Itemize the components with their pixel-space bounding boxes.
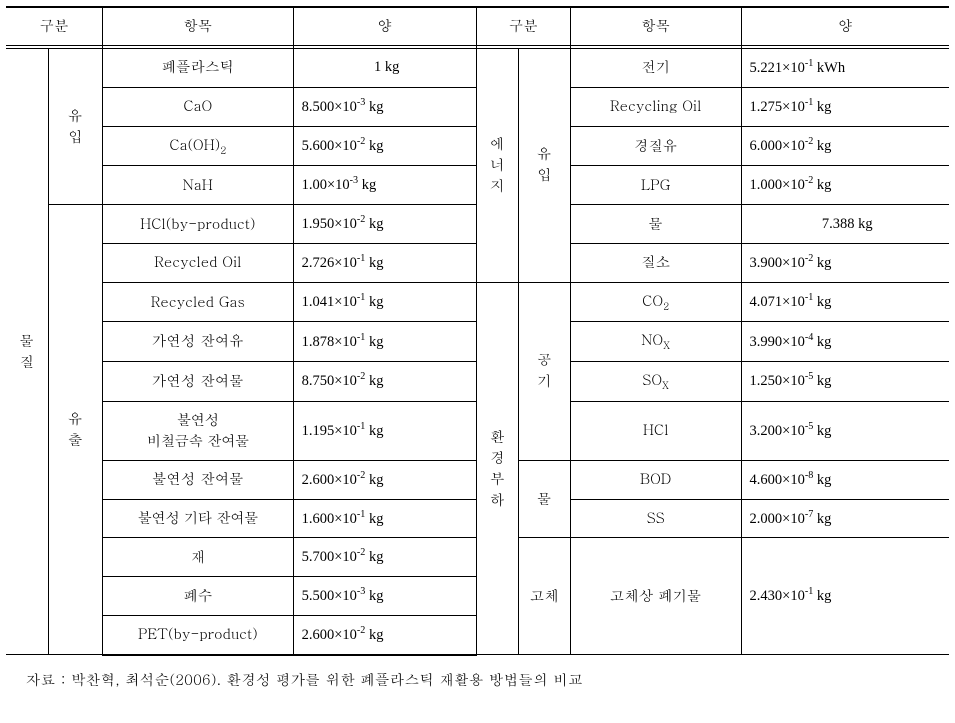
amount: 5.221×10-1 kWh <box>741 49 949 88</box>
amount: 1.000×10-2 kg <box>741 166 949 205</box>
item: PET(by-product) <box>103 616 294 655</box>
amount: 2.726×10-1 kg <box>293 244 476 283</box>
item: Ca(OH)2 <box>103 126 294 166</box>
item: SOX <box>570 362 741 402</box>
cat-energy: 에너지 <box>476 49 518 283</box>
amount: 3.990×10-4 kg <box>741 322 949 362</box>
amount: 1.950×10-2 kg <box>293 205 476 244</box>
item: 불연성비철금속 잔여물 <box>103 401 294 460</box>
amount: 1.041×10-1 kg <box>293 282 476 322</box>
item: 재 <box>103 538 294 577</box>
amount: 8.500×10-3 kg <box>293 87 476 126</box>
item: HCl(by-product) <box>103 205 294 244</box>
table-row: 물질 유입 폐플라스틱 1 kg 에너지 유입 전기 5.221×10-1 kW… <box>6 49 949 88</box>
item: Recycled Gas <box>103 282 294 322</box>
amount: 1.878×10-1 kg <box>293 322 476 362</box>
amount: 1.250×10-5 kg <box>741 362 949 402</box>
amount: 1.00×10-3 kg <box>293 166 476 205</box>
item: CO2 <box>570 282 741 322</box>
amount: 1.275×10-1 kg <box>741 87 949 126</box>
amount: 7.388 kg <box>741 205 949 244</box>
item: Recycling Oil <box>570 87 741 126</box>
item: 고체상 폐기물 <box>570 538 741 655</box>
hdr-gubun-l: 구분 <box>6 7 103 46</box>
item: 불연성 기타 잔여물 <box>103 499 294 538</box>
item: LPG <box>570 166 741 205</box>
item: NaH <box>103 166 294 205</box>
data-table: 구분 항목 양 구분 항목 양 물질 유입 폐플라스틱 1 kg 에너지 유입 … <box>6 6 949 656</box>
cat-solid: 고체 <box>518 538 570 655</box>
item: 폐수 <box>103 577 294 616</box>
amount: 5.700×10-2 kg <box>293 538 476 577</box>
item: 가연성 잔여물 <box>103 362 294 402</box>
item: 질소 <box>570 244 741 283</box>
cat-material: 물질 <box>6 49 48 655</box>
amount: 6.000×10-2 kg <box>741 126 949 166</box>
amount: 8.750×10-2 kg <box>293 362 476 402</box>
amount: 1.195×10-1 kg <box>293 401 476 460</box>
hdr-amt-r: 양 <box>741 7 949 46</box>
item: 경질유 <box>570 126 741 166</box>
cat-output: 유출 <box>48 205 102 655</box>
item: SS <box>570 499 741 538</box>
hdr-gubun-r: 구분 <box>476 7 570 46</box>
item: CaO <box>103 87 294 126</box>
item: 폐플라스틱 <box>103 49 294 88</box>
amount: 2.600×10-2 kg <box>293 616 476 655</box>
hdr-amt-l: 양 <box>293 7 476 46</box>
item: 불연성 잔여물 <box>103 460 294 499</box>
item: Recycled Oil <box>103 244 294 283</box>
table-row: Recycled Gas 1.041×10-1 kg 환경부하 공기 CO2 4… <box>6 282 949 322</box>
amount: 2.430×10-1 kg <box>741 538 949 655</box>
table-wrapper: 구분 항목 양 구분 항목 양 물질 유입 폐플라스틱 1 kg 에너지 유입 … <box>6 6 949 656</box>
amount: 2.000×10-7 kg <box>741 499 949 538</box>
cat-water: 물 <box>518 460 570 538</box>
item: 전기 <box>570 49 741 88</box>
source-note: 자료 : 박찬혁, 최석순(2006). 환경성 평가를 위한 폐플라스틱 재활… <box>6 670 949 690</box>
amount: 2.600×10-2 kg <box>293 460 476 499</box>
amount: 4.600×10-8 kg <box>741 460 949 499</box>
cat-air: 공기 <box>518 282 570 460</box>
header-row: 구분 항목 양 구분 항목 양 <box>6 7 949 46</box>
amount: 5.600×10-2 kg <box>293 126 476 166</box>
item: 가연성 잔여유 <box>103 322 294 362</box>
hdr-item-l: 항목 <box>103 7 294 46</box>
cat-input: 유입 <box>48 49 102 205</box>
amount: 1.600×10-1 kg <box>293 499 476 538</box>
cat-env: 환경부하 <box>476 282 518 655</box>
amount: 5.500×10-3 kg <box>293 577 476 616</box>
amount: 1 kg <box>293 49 476 88</box>
cat-energy-input: 유입 <box>518 49 570 283</box>
amount: 4.071×10-1 kg <box>741 282 949 322</box>
amount: 3.200×10-5 kg <box>741 401 949 460</box>
item: 물 <box>570 205 741 244</box>
item: BOD <box>570 460 741 499</box>
item: NOX <box>570 322 741 362</box>
item: HCl <box>570 401 741 460</box>
amount: 3.900×10-2 kg <box>741 244 949 283</box>
hdr-item-r: 항목 <box>570 7 741 46</box>
